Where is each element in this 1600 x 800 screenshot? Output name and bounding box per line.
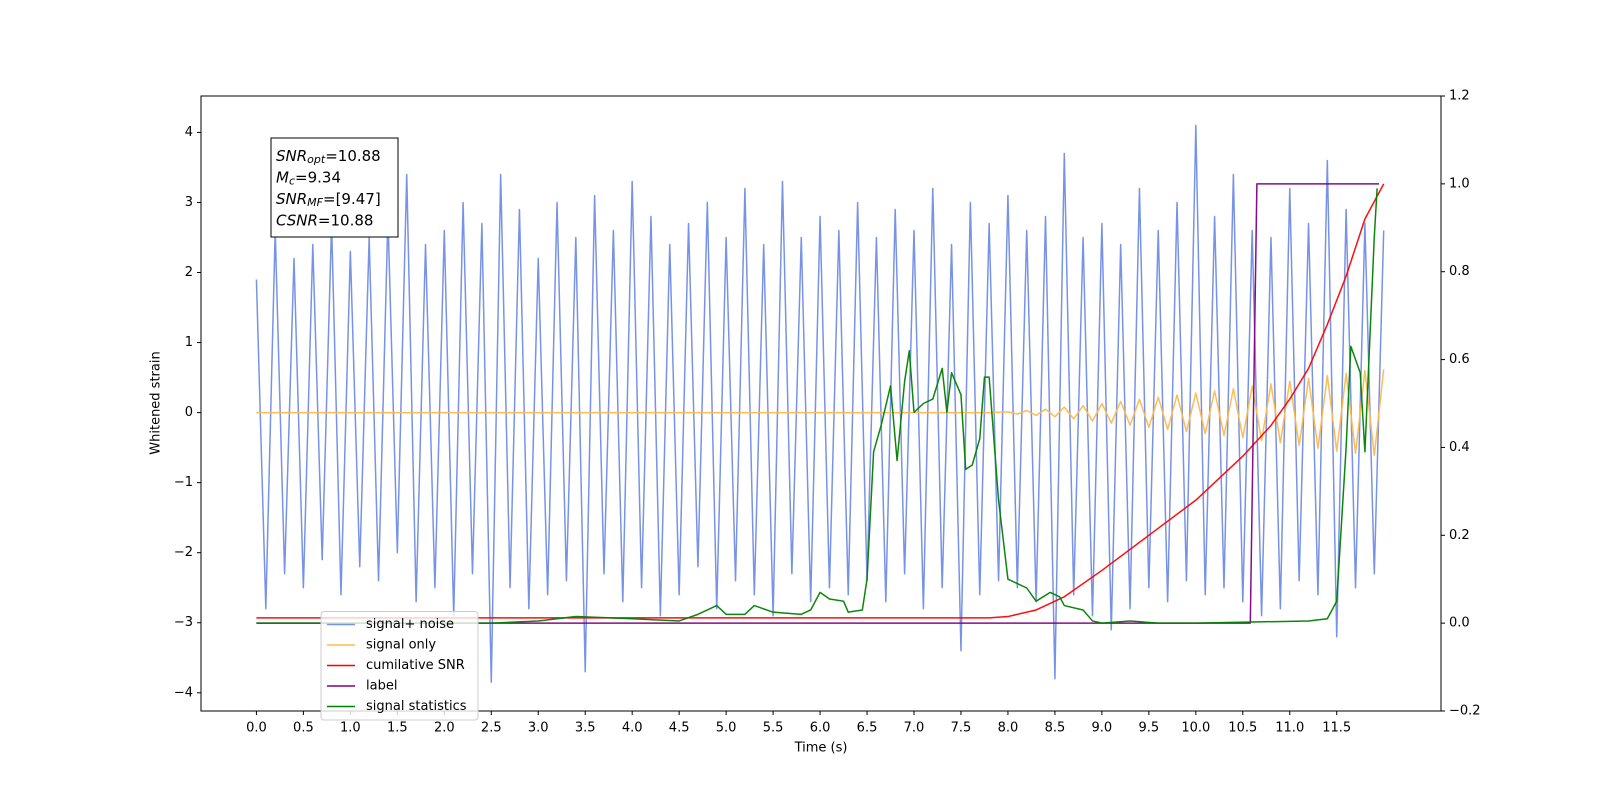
annotation-symbol: SNR [276, 147, 307, 165]
x-tick-label: 11.0 [1275, 721, 1304, 736]
x-tick-label: 8.0 [998, 721, 1019, 736]
annotation-subscript: opt [307, 153, 326, 166]
annotation-text: SNRMF=[9.47] [276, 190, 381, 210]
legend-label: signal only [366, 638, 436, 653]
x-tick-label: 0.0 [246, 721, 267, 736]
y-tick-label: 0 [185, 405, 193, 420]
annotation-symbol: CSNR [276, 211, 318, 229]
annotation-value: =10.88 [318, 211, 374, 229]
x-tick-label: 11.5 [1322, 721, 1351, 736]
annotation-text: Mc=9.34 [276, 168, 341, 188]
x-tick-label: 6.0 [810, 721, 831, 736]
x-tick-label: 0.5 [293, 721, 314, 736]
annotation-value: =10.88 [325, 147, 381, 165]
annotation-subscript: c [289, 175, 295, 188]
annotation-symbol: M [276, 168, 289, 186]
series-line [256, 188, 1378, 624]
annotation-frame [270, 137, 399, 238]
plot-area [255, 124, 1385, 684]
x-tick-label: 7.5 [951, 721, 972, 736]
x-tick-label: 10.0 [1181, 721, 1210, 736]
annotation-text: CSNR=10.88 [276, 211, 373, 229]
x-tick-label: 2.5 [481, 721, 502, 736]
y-tick-label: −1 [174, 475, 193, 490]
x-tick-label: 6.5 [857, 721, 878, 736]
legend-label: signal statistics [366, 699, 467, 714]
x-tick-label: 3.5 [575, 721, 596, 736]
x-tick-label: 5.5 [763, 721, 784, 736]
axes-frame [200, 95, 1442, 712]
series-line [256, 369, 1385, 457]
y2-tick-label: 0.8 [1449, 264, 1470, 279]
y-axis-label: Whitened strain [149, 351, 164, 454]
annotation-text: SNRopt=10.88 [276, 147, 381, 167]
x-tick-label: 8.5 [1045, 721, 1066, 736]
annotation-value: =[9.47] [323, 190, 381, 208]
annotation-subscript: MF [307, 196, 323, 209]
legend-label: label [366, 679, 397, 694]
y2-tick-label: −0.2 [1449, 704, 1481, 719]
y2-tick-label: 0.0 [1449, 616, 1470, 631]
y2-tick-label: 1.2 [1449, 89, 1470, 104]
y-tick-label: 3 [185, 195, 193, 210]
x-tick-label: 1.5 [387, 721, 408, 736]
y2-tick-label: 0.4 [1449, 440, 1470, 455]
x-tick-label: 9.5 [1139, 721, 1160, 736]
y-tick-label: −2 [174, 545, 193, 560]
series-line [256, 183, 1385, 619]
y2-tick-label: 1.0 [1449, 176, 1470, 191]
annotation-box: SNRopt=10.88Mc=9.34SNRMF=[9.47]CSNR=10.8… [270, 137, 399, 238]
y-tick-label: −4 [174, 685, 193, 700]
y2-tick-label: 0.2 [1449, 528, 1470, 543]
y-tick-label: 4 [185, 125, 193, 140]
x-axis-label: Time (s) [794, 741, 848, 756]
legend-label: signal+ noise [366, 617, 454, 632]
y-tick-label: 1 [185, 335, 193, 350]
annotation-symbol: SNR [276, 190, 307, 208]
x-tick-label: 4.0 [622, 721, 643, 736]
x-tick-label: 2.0 [434, 721, 455, 736]
x-tick-label: 4.5 [669, 721, 690, 736]
series-line [256, 183, 1379, 624]
legend: signal+ noise signal only cumilative SNR la… [320, 611, 479, 721]
series-line [255, 124, 1385, 684]
annotation-value: =9.34 [295, 168, 341, 186]
x-tick-label: 1.0 [340, 721, 361, 736]
legend-label: cumilative SNR [366, 658, 465, 673]
legend-frame [320, 611, 479, 721]
lines [255, 124, 1385, 684]
x-tick-label: 5.0 [716, 721, 737, 736]
y-tick-label: −3 [174, 615, 193, 630]
x-tick-label: 3.0 [528, 721, 549, 736]
y-tick-label: 2 [185, 265, 193, 280]
y2-tick-label: 0.6 [1449, 352, 1470, 367]
x-tick-label: 7.0 [904, 721, 925, 736]
x-tick-label: 10.5 [1228, 721, 1257, 736]
x-tick-label: 9.0 [1092, 721, 1113, 736]
